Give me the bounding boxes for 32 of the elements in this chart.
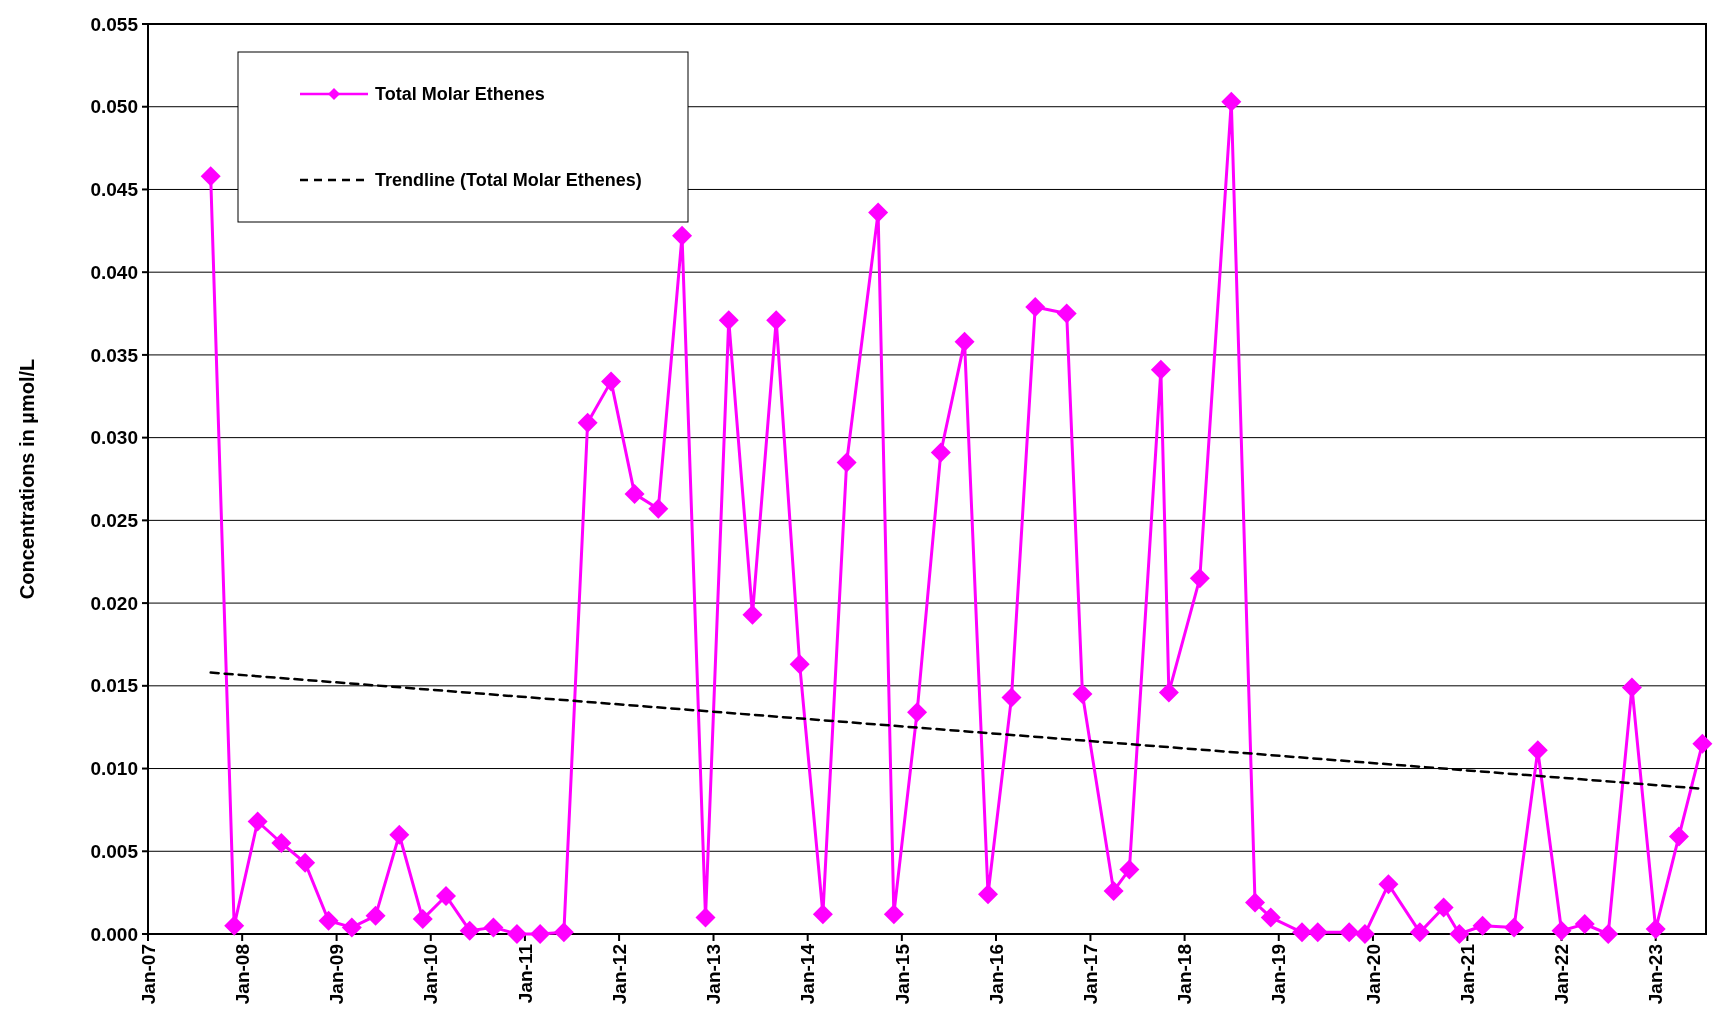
x-tick-label: Jan-16 [985,944,1007,1005]
y-tick-label: 0.025 [90,510,139,532]
y-tick-label: 0.035 [90,344,139,366]
x-tick-label: Jan-22 [1551,944,1573,1005]
x-tick-label: Jan-17 [1080,944,1102,1005]
x-tick-label: Jan-21 [1457,943,1479,1005]
y-tick-label: 0.040 [90,261,138,283]
y-tick-label: 0.045 [90,179,139,201]
x-tick-label: Jan-10 [420,944,442,1005]
x-tick-label: Jan-11 [514,943,536,1004]
x-tick-label: Jan-07 [137,944,159,1005]
legend-label: Total Molar Ethenes [375,84,545,105]
y-tick-label: 0.020 [90,592,138,614]
legend-label: Trendline (Total Molar Ethenes) [375,170,642,191]
y-axis-title: Concentrations in µmol/L [16,358,38,600]
x-tick-label: Jan-20 [1362,944,1384,1005]
x-tick-label: Jan-23 [1645,944,1667,1005]
y-tick-label: 0.005 [90,840,139,862]
x-tick-label: Jan-09 [326,944,348,1005]
y-tick-label: 0.010 [90,758,138,780]
x-tick-label: Jan-14 [797,943,819,1005]
y-tick-label: 0.050 [90,96,138,118]
x-tick-label: Jan-13 [703,944,725,1005]
y-tick-label: 0.000 [90,923,138,945]
x-tick-label: Jan-19 [1268,944,1290,1005]
y-tick-label: 0.030 [90,427,138,449]
x-tick-label: Jan-15 [891,943,913,1005]
x-tick-label: Jan-12 [608,944,630,1005]
y-tick-label: 0.055 [90,13,139,35]
x-tick-label: Jan-18 [1174,944,1196,1005]
y-tick-label: 0.015 [90,675,139,697]
x-tick-label: Jan-08 [231,944,253,1005]
